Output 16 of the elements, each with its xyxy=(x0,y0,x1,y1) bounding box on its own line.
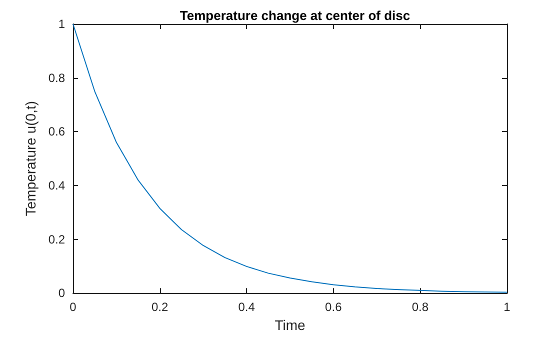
x-tick-label: 0.2 xyxy=(151,300,168,314)
x-tick-label: 0 xyxy=(70,300,77,314)
chart-title: Temperature change at center of disc xyxy=(180,8,410,23)
x-tick-label: 0.4 xyxy=(238,300,256,314)
y-tick-label: 0.6 xyxy=(48,124,66,139)
x-axis-title: Time xyxy=(274,317,306,333)
y-tick-label: 0 xyxy=(58,286,66,300)
y-tick-label: 0.2 xyxy=(48,232,66,246)
y-tick-label: 1 xyxy=(58,17,66,31)
y-axis-title: Temperature u(0,t) xyxy=(22,100,38,216)
line-series xyxy=(72,24,508,293)
y-tick-label: 0.4 xyxy=(48,178,66,192)
x-tick-label: 0.8 xyxy=(412,300,429,314)
x-tick-label: 1 xyxy=(504,300,511,314)
x-tick-label: 0.6 xyxy=(325,300,342,314)
y-tick-label: 0.8 xyxy=(48,70,66,85)
